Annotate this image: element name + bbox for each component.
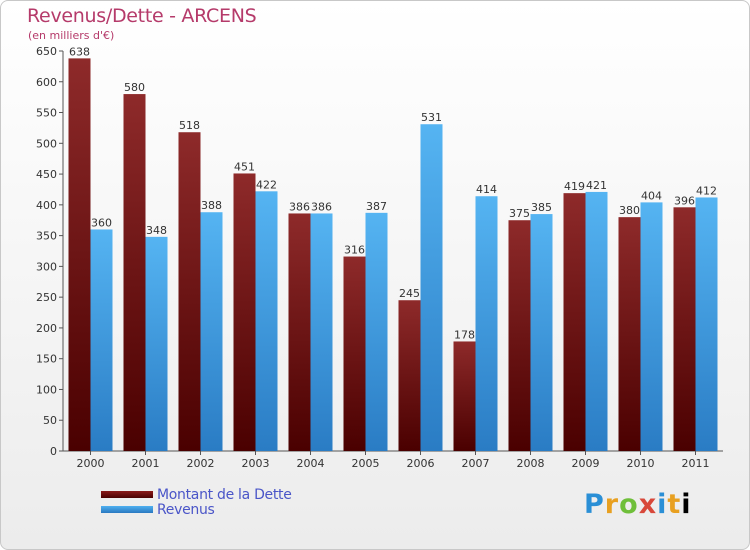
data-label-dette: 380 <box>619 204 640 217</box>
legend-swatch-dette <box>101 491 153 498</box>
data-label-dette: 638 <box>69 45 90 58</box>
legend-item-revenus: Revenus <box>101 501 292 518</box>
data-label-dette: 316 <box>344 244 365 257</box>
bar-dette <box>398 300 421 451</box>
y-tick-label: 350 <box>36 230 57 243</box>
bar-dette <box>508 220 531 451</box>
y-tick-label: 50 <box>43 414 57 427</box>
bar-dette <box>178 132 201 451</box>
bar-revenus <box>310 213 333 451</box>
data-label-revenus: 414 <box>476 183 497 196</box>
proxiti-logo: Proxiti <box>584 489 692 520</box>
x-tick-label: 2011 <box>682 457 710 470</box>
x-tick-label: 2006 <box>407 457 435 470</box>
y-tick-label: 650 <box>36 45 57 58</box>
data-label-dette: 419 <box>564 180 585 193</box>
bar-dette <box>233 173 256 451</box>
legend: Montant de la Dette Revenus <box>101 486 292 518</box>
data-label-revenus: 422 <box>256 178 277 191</box>
data-label-revenus: 348 <box>146 224 167 237</box>
bar-dette <box>68 58 91 452</box>
data-label-revenus: 412 <box>696 184 717 197</box>
data-label-revenus: 531 <box>421 111 442 124</box>
bar-dette <box>618 217 641 451</box>
x-tick-label: 2010 <box>627 457 655 470</box>
data-label-dette: 178 <box>454 328 475 341</box>
data-label-revenus: 421 <box>586 179 607 192</box>
bar-dette <box>288 213 311 451</box>
bar-revenus <box>530 214 553 451</box>
x-tick-label: 2007 <box>462 457 490 470</box>
y-tick-label: 250 <box>36 291 57 304</box>
bar-revenus <box>640 202 663 451</box>
bar-dette <box>673 207 696 451</box>
data-label-dette: 396 <box>674 194 695 207</box>
bar-dette <box>563 193 586 451</box>
bar-dette <box>123 94 146 452</box>
y-tick-label: 150 <box>36 353 57 366</box>
data-label-dette: 580 <box>124 81 145 94</box>
chart-subtitle: (en milliers d'€) <box>28 29 115 42</box>
bar-revenus <box>200 212 223 451</box>
y-tick-label: 500 <box>36 137 57 150</box>
bar-revenus <box>695 197 718 451</box>
data-label-revenus: 385 <box>531 201 552 214</box>
y-tick-label: 450 <box>36 168 57 181</box>
data-label-revenus: 360 <box>91 216 112 229</box>
data-label-revenus: 386 <box>311 200 332 213</box>
data-label-dette: 375 <box>509 207 530 220</box>
x-tick-label: 2004 <box>297 457 325 470</box>
bar-revenus <box>365 212 388 451</box>
bar-revenus <box>585 191 608 451</box>
bar-dette <box>453 341 476 451</box>
x-tick-label: 2000 <box>77 457 105 470</box>
y-tick-label: 300 <box>36 260 57 273</box>
data-label-dette: 451 <box>234 160 255 173</box>
y-tick-label: 400 <box>36 199 57 212</box>
bar-dette <box>343 256 366 451</box>
y-tick-label: 0 <box>50 445 57 458</box>
bar-revenus <box>90 229 113 451</box>
bar-revenus <box>475 196 498 451</box>
y-tick-label: 550 <box>36 107 57 120</box>
data-label-dette: 518 <box>179 119 200 132</box>
x-tick-label: 2002 <box>187 457 215 470</box>
legend-item-dette: Montant de la Dette <box>101 486 292 503</box>
y-tick-label: 200 <box>36 322 57 335</box>
x-tick-label: 2008 <box>517 457 545 470</box>
x-tick-label: 2003 <box>242 457 270 470</box>
data-label-revenus: 388 <box>201 199 222 212</box>
legend-label-dette: Montant de la Dette <box>157 486 292 503</box>
data-label-dette: 245 <box>399 287 420 300</box>
x-tick-label: 2009 <box>572 457 600 470</box>
legend-label-revenus: Revenus <box>157 501 215 518</box>
y-tick-label: 600 <box>36 76 57 89</box>
legend-swatch-revenus <box>101 506 153 513</box>
data-label-revenus: 404 <box>641 189 662 202</box>
y-tick-label: 100 <box>36 383 57 396</box>
data-label-dette: 386 <box>289 200 310 213</box>
chart-title: Revenus/Dette - ARCENS <box>27 5 257 27</box>
x-tick-label: 2005 <box>352 457 380 470</box>
bar-revenus <box>145 236 168 451</box>
bar-revenus <box>420 124 443 451</box>
data-label-revenus: 387 <box>366 200 387 213</box>
bar-revenus <box>255 191 278 452</box>
x-tick-label: 2001 <box>132 457 160 470</box>
